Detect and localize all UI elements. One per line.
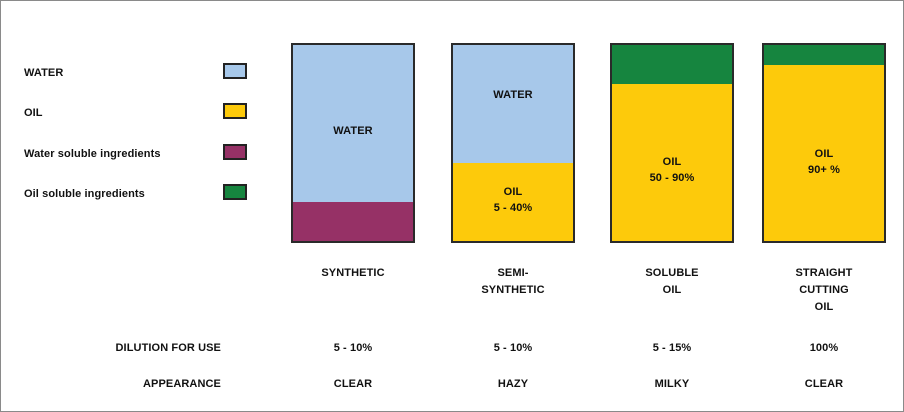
- segment-oil-soluble: [612, 45, 732, 84]
- column-straight-cutting-oil: OIL 90+ %: [762, 43, 886, 243]
- segment-label: WATER: [493, 89, 533, 101]
- segment-label: OIL 5 - 40%: [453, 184, 573, 216]
- segment-label-range: 90+ %: [808, 164, 840, 176]
- dilution-straight-cutting-oil: 100%: [809, 342, 839, 354]
- type-label-semi-synthetic: SEMI- SYNTHETIC: [481, 267, 545, 296]
- legend-swatch-water: [223, 63, 247, 79]
- row-label-dilution: DILUTION FOR USE: [115, 342, 221, 354]
- dilution-synthetic: 5 - 10%: [333, 342, 373, 354]
- legend-label-water: WATER: [24, 67, 64, 79]
- segment-label: OIL 90+ %: [764, 146, 884, 178]
- segment-label-main: OIL: [662, 156, 682, 168]
- segment-oil: OIL 50 - 90%: [612, 84, 732, 241]
- appearance-soluble-oil: MILKY: [654, 378, 690, 390]
- segment-water: WATER: [453, 45, 573, 163]
- legend-label-oil: OIL: [24, 107, 43, 119]
- segment-label-main: OIL: [814, 148, 834, 160]
- column-synthetic: WATER: [291, 43, 415, 243]
- segment-oil-soluble: [764, 45, 884, 65]
- row-label-appearance: APPEARANCE: [142, 378, 221, 390]
- segment-oil: OIL 90+ %: [764, 65, 884, 241]
- appearance-straight-cutting-oil: CLEAR: [804, 378, 844, 390]
- appearance-synthetic: CLEAR: [333, 378, 373, 390]
- column-semi-synthetic: WATER OIL 5 - 40%: [451, 43, 575, 243]
- type-label-synthetic: SYNTHETIC: [321, 267, 385, 279]
- segment-label: WATER: [333, 125, 373, 137]
- dilution-soluble-oil: 5 - 15%: [652, 342, 692, 354]
- segment-water-soluble: [293, 202, 413, 241]
- column-soluble-oil: OIL 50 - 90%: [610, 43, 734, 243]
- segment-label-range: 5 - 40%: [493, 202, 533, 214]
- segment-label-main: OIL: [503, 186, 523, 198]
- legend-swatch-oil-soluble: [223, 184, 247, 200]
- type-label-soluble-oil: SOLUBLE OIL: [645, 267, 699, 296]
- type-label-straight-cutting-oil: STRAIGHT CUTTING OIL: [795, 267, 853, 313]
- dilution-semi-synthetic: 5 - 10%: [493, 342, 533, 354]
- legend-swatch-water-soluble: [223, 144, 247, 160]
- legend-label-water-soluble: Water soluble ingredients: [24, 148, 161, 160]
- segment-label: OIL 50 - 90%: [612, 154, 732, 186]
- appearance-semi-synthetic: HAZY: [497, 378, 529, 390]
- segment-water: WATER: [293, 45, 413, 202]
- segment-label-range: 50 - 90%: [649, 172, 695, 184]
- legend-swatch-oil: [223, 103, 247, 119]
- legend-label-oil-soluble: Oil soluble ingredients: [24, 188, 145, 200]
- segment-oil: OIL 5 - 40%: [453, 163, 573, 241]
